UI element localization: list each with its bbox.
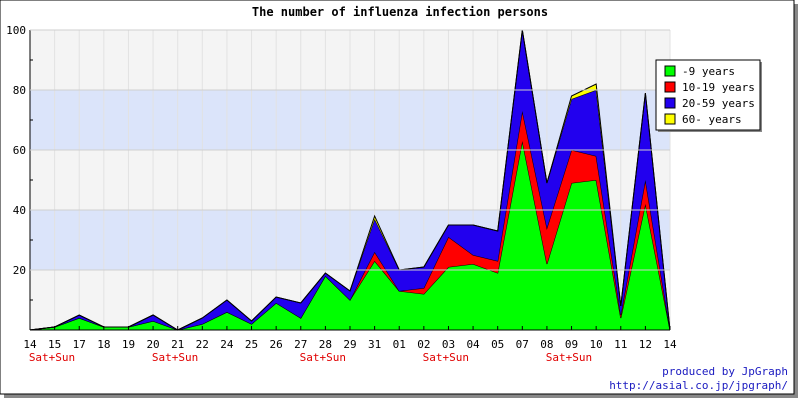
x-tick-label: 21 — [171, 338, 184, 351]
legend-label-1: 10-19 years — [682, 81, 755, 94]
weekend-label: Sat+Sun — [423, 351, 469, 364]
x-tick-label: 17 — [73, 338, 86, 351]
x-tick-label: 02 — [417, 338, 430, 351]
weekend-label: Sat+Sun — [152, 351, 198, 364]
credit-line-1: produced by JpGraph — [662, 365, 788, 378]
legend-label-2: 20-59 years — [682, 97, 755, 110]
chart-title: The number of influenza infection person… — [252, 5, 548, 19]
x-tick-label: 09 — [565, 338, 578, 351]
series-line-3 — [29, 29, 671, 331]
series-area-0 — [30, 141, 670, 330]
y-tick-label: 60 — [13, 144, 26, 157]
series-area-1 — [30, 111, 670, 330]
legend-swatch-1 — [664, 81, 676, 93]
legend-swatch-2 — [664, 97, 676, 109]
x-tick-label: 22 — [196, 338, 209, 351]
x-tick-label: 25 — [245, 338, 258, 351]
y-axis-ticks: 20 40 60 80 100 — [6, 24, 670, 301]
legend: -9 years 10-19 years 20-59 years 60- years — [655, 59, 762, 132]
x-tick-label: 24 — [220, 338, 234, 351]
x-tick-label: 14 — [23, 338, 37, 351]
x-tick-label: 01 — [393, 338, 406, 351]
legend-label-3: 60- years — [682, 113, 742, 126]
legend-label-0: -9 years — [682, 65, 735, 78]
legend-swatch-3 — [664, 113, 676, 125]
x-tick-label: 08 — [540, 338, 553, 351]
x-tick-label: 29 — [343, 338, 356, 351]
credit-line-2: http://asial.co.jp/jpgraph/ — [609, 379, 788, 392]
y-tick-label: 100 — [6, 24, 26, 37]
weekend-label: Sat+Sun — [300, 351, 346, 364]
y-tick-label: 20 — [13, 264, 26, 277]
x-tick-label: 15 — [48, 338, 61, 351]
x-tick-label: 20 — [146, 338, 159, 351]
weekend-label: Sat+Sun — [29, 351, 75, 364]
x-tick-label: 03 — [442, 338, 455, 351]
x-tick-label: 11 — [614, 338, 627, 351]
x-tick-label: 10 — [590, 338, 603, 351]
series-areas — [29, 29, 671, 331]
x-tick-label: 07 — [516, 338, 529, 351]
x-tick-label: 28 — [319, 338, 332, 351]
x-tick-label: 26 — [270, 338, 283, 351]
x-tick-label: 04 — [466, 338, 480, 351]
x-tick-label: 19 — [122, 338, 135, 351]
y-tick-label: 80 — [13, 84, 26, 97]
x-tick-label: 14 — [663, 338, 677, 351]
weekend-label: Sat+Sun — [546, 351, 592, 364]
x-tick-label: 31 — [368, 338, 381, 351]
x-tick-label: 05 — [491, 338, 504, 351]
series-area-2 — [30, 30, 670, 330]
legend-swatch-0 — [664, 65, 676, 77]
x-tick-label: 12 — [639, 338, 652, 351]
x-tick-label: 18 — [97, 338, 110, 351]
y-tick-label: 40 — [13, 204, 26, 217]
x-tick-label: 27 — [294, 338, 307, 351]
x-axis-ticks: 14 15 17 18 19 20 21 22 24 25 26 27 28 29 31 01 02 03 04 05… — [23, 326, 677, 364]
